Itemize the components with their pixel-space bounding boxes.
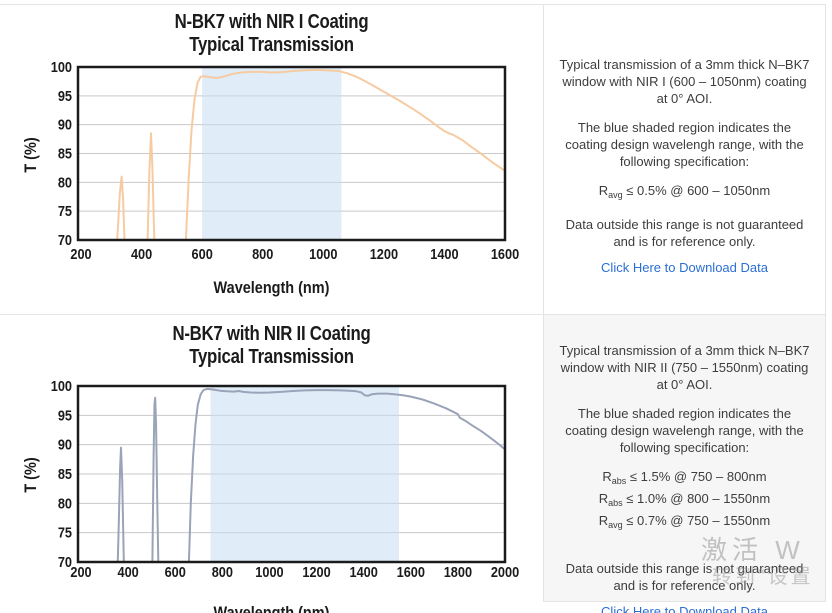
panel-description: Typical transmission of a 3mm thick N–BK… <box>559 57 810 106</box>
chart-nir2-plot: 200 400 600 800 1000 1200 1400 1600 1800 2000 100 9… <box>51 377 520 580</box>
svg-text:75: 75 <box>58 524 72 541</box>
download-data-link[interactable]: Click Here to Download Data <box>601 604 768 613</box>
svg-text:95: 95 <box>58 406 72 423</box>
divider-vertical <box>543 4 544 601</box>
svg-text:600: 600 <box>165 563 186 580</box>
chart-nir1-section: N-BK7 with NIR I Coating Typical Transmi… <box>0 5 543 314</box>
chart-title-line1: N-BK7 with NIR II Coating <box>172 323 371 345</box>
svg-text:1000: 1000 <box>309 245 338 262</box>
spec-line: Ravg ≤ 0.5% @ 600 – 1050nm <box>598 183 771 200</box>
spec-line: Rabs ≤ 1.5% @ 750 – 800nm <box>602 469 767 486</box>
chart-nir1-ylabel: T (%) <box>21 137 40 173</box>
svg-text:1400: 1400 <box>430 245 459 262</box>
panel-disclaimer: Data outside this range is not guarantee… <box>565 561 804 593</box>
svg-text:600: 600 <box>192 245 213 262</box>
chart-nir2-title: N-BK7 with NIR II Coating Typical Transm… <box>92 323 451 369</box>
svg-text:90: 90 <box>58 436 72 453</box>
svg-text:80: 80 <box>58 494 72 511</box>
svg-text:85: 85 <box>58 144 72 161</box>
panel-nir2-info: Typical transmission of a 3mm thick N–BK… <box>544 315 825 613</box>
svg-text:80: 80 <box>58 173 72 190</box>
svg-text:800: 800 <box>212 563 233 580</box>
divider-right <box>825 4 826 601</box>
divider-bottom <box>543 601 826 602</box>
svg-text:1600: 1600 <box>491 245 520 262</box>
panel-description: Typical transmission of a 3mm thick N–BK… <box>559 343 810 392</box>
svg-text:100: 100 <box>51 377 72 394</box>
svg-text:1800: 1800 <box>444 563 473 580</box>
panel-disclaimer: Data outside this range is not guarantee… <box>565 217 804 249</box>
chart-title-line2: Typical Transmission <box>189 34 354 56</box>
svg-text:200: 200 <box>70 563 91 580</box>
spec-list: Ravg ≤ 0.5% @ 600 – 1050nm <box>599 182 770 204</box>
chart-nir2-xlabel: Wavelength (nm) <box>213 603 330 613</box>
svg-text:1200: 1200 <box>302 563 331 580</box>
svg-text:400: 400 <box>117 563 138 580</box>
svg-text:1200: 1200 <box>370 245 399 262</box>
chart-nir1-plot: 200 400 600 800 1000 1200 1400 1600 100 95 90 85 80 7… <box>51 58 520 262</box>
svg-text:1400: 1400 <box>349 563 378 580</box>
chart-title-line2: Typical Transmission <box>189 346 354 368</box>
svg-text:1600: 1600 <box>397 563 426 580</box>
panel-shaded-note: The blue shaded region indicates the coa… <box>565 406 804 455</box>
spec-list: Rabs ≤ 1.5% @ 750 – 800nm Rabs ≤ 1.0% @ 8… <box>599 468 770 534</box>
svg-text:2000: 2000 <box>491 563 520 580</box>
divider-top <box>0 4 826 5</box>
svg-text:70: 70 <box>58 553 72 570</box>
svg-text:400: 400 <box>131 245 152 262</box>
panel-shaded-note: The blue shaded region indicates the coa… <box>565 120 804 169</box>
svg-text:75: 75 <box>58 202 72 219</box>
spec-line: Ravg ≤ 0.7% @ 750 – 1550nm <box>598 513 771 530</box>
svg-text:800: 800 <box>252 245 273 262</box>
svg-text:200: 200 <box>70 245 91 262</box>
download-data-link[interactable]: Click Here to Download Data <box>601 260 768 275</box>
chart-nir2-ylabel: T (%) <box>21 457 40 493</box>
svg-text:1000: 1000 <box>255 563 284 580</box>
svg-text:70: 70 <box>58 231 72 248</box>
svg-text:100: 100 <box>51 58 72 75</box>
spec-line: Rabs ≤ 1.0% @ 800 – 1550nm <box>598 491 771 508</box>
chart-title-line1: N-BK7 with NIR I Coating <box>174 11 369 33</box>
svg-text:85: 85 <box>58 465 72 482</box>
panel-nir1-info: Typical transmission of a 3mm thick N–BK… <box>544 5 825 314</box>
svg-text:90: 90 <box>58 116 72 133</box>
chart-nir2-section: N-BK7 with NIR II Coating Typical Transm… <box>0 315 543 613</box>
divider-middle <box>0 314 826 315</box>
svg-text:95: 95 <box>58 87 72 104</box>
chart-nir1-title: N-BK7 with NIR I Coating Typical Transmi… <box>92 11 451 57</box>
chart-nir1-xlabel: Wavelength (nm) <box>213 278 330 297</box>
